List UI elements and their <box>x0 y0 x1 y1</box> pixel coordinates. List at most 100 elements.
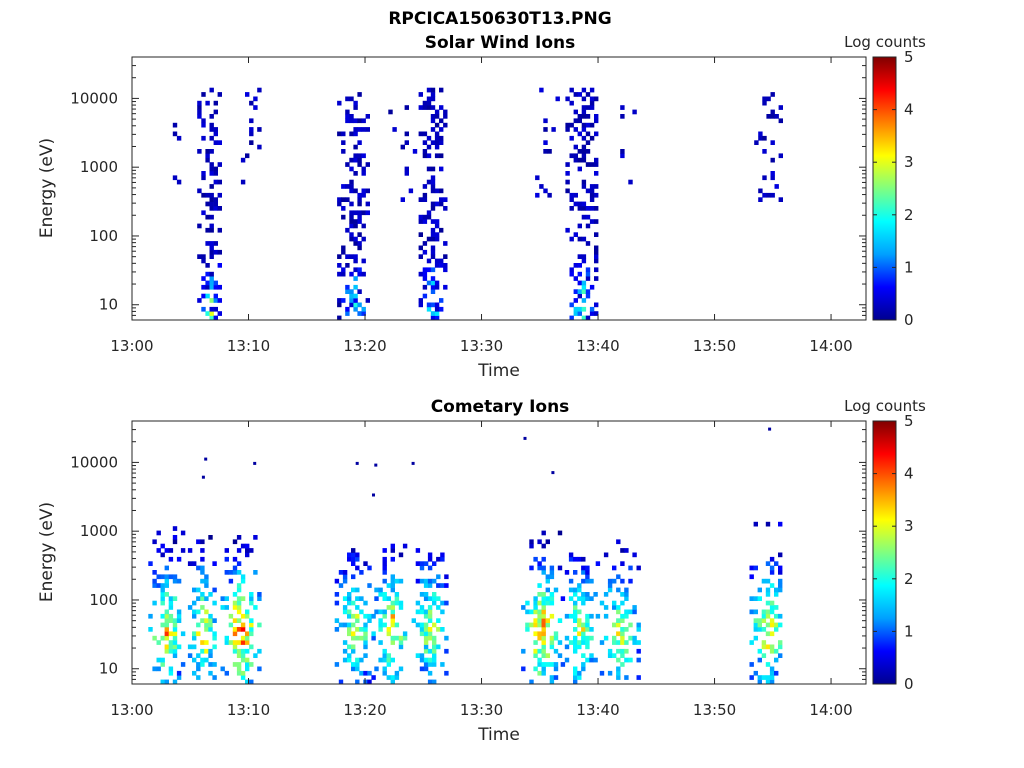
heatmap-cell <box>192 609 197 615</box>
heatmap-cell <box>357 267 362 273</box>
heatmap-cell <box>430 206 436 211</box>
heatmap-cell <box>192 670 197 676</box>
heatmap-cell <box>345 284 350 290</box>
heatmap-cell <box>176 179 182 185</box>
heatmap-cell <box>439 166 444 172</box>
panel-solar-wind: Solar Wind Ions 13:00 13:10 13:20 13:30 13:4… <box>37 33 926 381</box>
heatmap-cell <box>382 548 387 553</box>
heatmap-cell <box>581 592 586 597</box>
heatmap-cell <box>390 622 395 628</box>
heatmap-cell <box>345 254 350 259</box>
heatmap-cell <box>213 293 218 299</box>
heatmap-cell <box>753 618 758 623</box>
heatmap-cell <box>176 618 182 623</box>
heatmap-cell <box>594 232 599 237</box>
heatmap-cell <box>573 144 578 150</box>
heatmap-cell <box>212 635 217 641</box>
heatmap-cell <box>541 653 546 658</box>
heatmap-cell <box>541 613 546 619</box>
heatmap-cell <box>765 561 771 566</box>
heatmap-cell <box>201 293 206 299</box>
heatmap-cell <box>164 644 169 650</box>
heatmap-cell <box>349 298 354 303</box>
heatmap-cell <box>213 166 218 172</box>
heatmap-cell <box>349 219 354 224</box>
heatmap-cell <box>192 600 197 606</box>
heatmap-cell <box>434 144 440 150</box>
colorbar-tick-label: 2 <box>904 570 914 588</box>
heatmap-cell <box>359 570 364 575</box>
heatmap-cell <box>577 263 582 268</box>
heatmap-cell <box>577 631 582 637</box>
heatmap-cell <box>443 241 448 246</box>
heatmap-cell <box>363 644 368 650</box>
heatmap-cell <box>577 223 582 229</box>
heatmap-cell <box>404 131 409 137</box>
heatmap-cell <box>430 249 436 255</box>
colorbar-label: Log counts <box>844 397 926 415</box>
heatmap-cell <box>201 135 206 141</box>
heatmap-cell <box>160 543 165 549</box>
heatmap-cell <box>422 293 428 299</box>
heatmap-cell <box>577 609 582 615</box>
heatmap-cell <box>378 609 383 615</box>
heatmap-cell <box>607 653 613 658</box>
heatmap-cell <box>213 206 218 211</box>
heatmap-cell <box>541 635 546 641</box>
heatmap-cell <box>603 635 609 641</box>
heatmap-cell <box>228 622 234 628</box>
heatmap-cell <box>624 657 629 663</box>
heatmap-cell <box>172 574 178 580</box>
heatmap-cell <box>398 552 404 558</box>
heatmap-cell <box>758 131 763 137</box>
heatmap-cell <box>361 236 366 242</box>
heatmap-cell <box>342 657 348 663</box>
heatmap-cell <box>581 570 586 575</box>
heatmap-cell <box>357 118 362 124</box>
heatmap-cell <box>337 271 342 277</box>
heatmap-cell <box>778 587 783 593</box>
heatmap-cell <box>249 127 254 132</box>
heatmap-cell <box>543 140 548 145</box>
heatmap-cell <box>581 289 587 294</box>
heatmap-cell <box>765 622 771 628</box>
heatmap-cell <box>581 600 586 606</box>
heatmap-cell <box>624 648 629 654</box>
heatmap-cell <box>240 622 246 628</box>
heatmap-cell <box>525 609 530 615</box>
heatmap-cell <box>589 206 595 211</box>
heatmap-cell <box>616 574 621 580</box>
heatmap-cell <box>577 271 582 277</box>
heatmap-cell <box>585 214 591 220</box>
heatmap-cell <box>349 118 354 124</box>
heatmap-cell <box>192 613 197 619</box>
heatmap-cell <box>569 153 574 159</box>
heatmap-cell <box>585 271 591 277</box>
heatmap-cell <box>443 122 448 128</box>
heatmap-cell <box>761 627 767 632</box>
heatmap-cell <box>525 627 530 632</box>
heatmap-cell <box>382 565 387 571</box>
heatmap-cell <box>549 662 555 667</box>
heatmap-cell <box>430 114 436 119</box>
heatmap-cell <box>357 157 362 163</box>
heatmap-cell <box>434 280 440 286</box>
heatmap-cell <box>232 618 238 623</box>
heatmap-cell <box>549 679 555 685</box>
heatmap-cell <box>209 162 214 167</box>
heatmap-cell <box>386 657 391 663</box>
heatmap-cell <box>361 166 366 172</box>
heatmap-cell <box>430 232 436 237</box>
heatmap-cell <box>749 596 754 601</box>
heatmap-cell <box>443 284 448 290</box>
heatmap-cell <box>217 140 222 145</box>
heatmap-cell <box>599 670 605 676</box>
heatmap-cell <box>577 131 582 137</box>
heatmap-cell <box>386 675 391 680</box>
heatmap-cell <box>430 267 436 273</box>
x-tick-label: 13:50 <box>693 701 736 719</box>
heatmap-cell <box>778 653 783 658</box>
heatmap-cell <box>349 293 354 299</box>
heatmap-cell <box>168 640 174 645</box>
heatmap-cell <box>427 618 433 623</box>
